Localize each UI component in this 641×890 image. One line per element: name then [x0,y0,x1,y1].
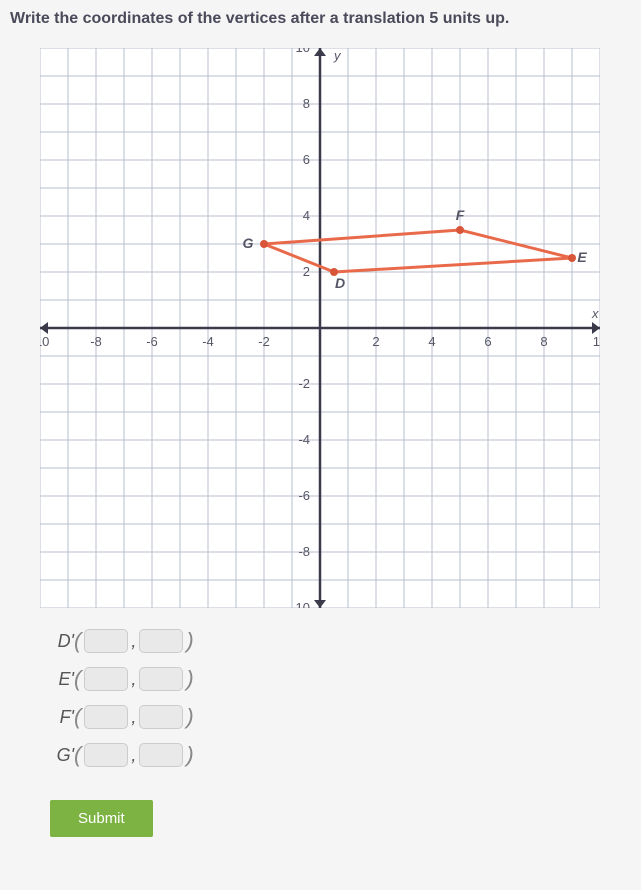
svg-text:G: G [243,235,254,251]
answer-row: E' ( , ) [50,666,631,692]
svg-text:8: 8 [540,334,547,349]
svg-text:-10: -10 [40,334,49,349]
svg-text:D: D [335,275,345,291]
svg-text:-4: -4 [202,334,214,349]
svg-text:-2: -2 [298,376,310,391]
answer-label: D' [50,631,74,652]
comma: , [131,745,136,766]
svg-text:8: 8 [303,96,310,111]
open-paren: ( [74,704,81,730]
answer-row: F' ( , ) [50,704,631,730]
open-paren: ( [74,628,81,654]
svg-text:-8: -8 [90,334,102,349]
coordinate-graph: -10-8-6-4-2246810108642-2-4-6-8-10yxDEFG [40,48,600,608]
svg-text:4: 4 [303,208,310,223]
answer-input-y[interactable] [139,667,183,691]
answer-section: D' ( , ) E' ( , ) F' ( , ) G' ( , ) [50,628,631,768]
answer-label: E' [50,669,74,690]
answer-label: G' [50,745,74,766]
open-paren: ( [74,742,81,768]
svg-text:2: 2 [372,334,379,349]
svg-text:10: 10 [593,334,600,349]
answer-input-x[interactable] [84,705,128,729]
svg-text:x: x [591,306,599,321]
svg-text:-2: -2 [258,334,270,349]
answer-input-x[interactable] [84,667,128,691]
answer-input-y[interactable] [139,629,183,653]
svg-text:10: 10 [296,48,310,55]
svg-text:-6: -6 [298,488,310,503]
close-paren: ) [186,704,193,730]
submit-button[interactable]: Submit [50,800,153,837]
answer-input-y[interactable] [139,743,183,767]
svg-text:6: 6 [303,152,310,167]
question-prompt: Write the coordinates of the vertices af… [10,10,631,28]
answer-label: F' [50,707,74,728]
close-paren: ) [186,742,193,768]
comma: , [131,631,136,652]
graph-svg: -10-8-6-4-2246810108642-2-4-6-8-10yxDEFG [40,48,600,608]
answer-row: G' ( , ) [50,742,631,768]
answer-input-x[interactable] [84,629,128,653]
answer-row: D' ( , ) [50,628,631,654]
svg-text:2: 2 [303,264,310,279]
svg-text:4: 4 [428,334,435,349]
answer-input-x[interactable] [84,743,128,767]
svg-text:-8: -8 [298,544,310,559]
svg-text:6: 6 [484,334,491,349]
svg-text:E: E [577,249,587,265]
svg-text:F: F [456,207,465,223]
comma: , [131,669,136,690]
answer-input-y[interactable] [139,705,183,729]
svg-text:-6: -6 [146,334,158,349]
comma: , [131,707,136,728]
close-paren: ) [186,628,193,654]
close-paren: ) [186,666,193,692]
svg-text:-4: -4 [298,432,310,447]
svg-text:-10: -10 [291,600,310,608]
open-paren: ( [74,666,81,692]
